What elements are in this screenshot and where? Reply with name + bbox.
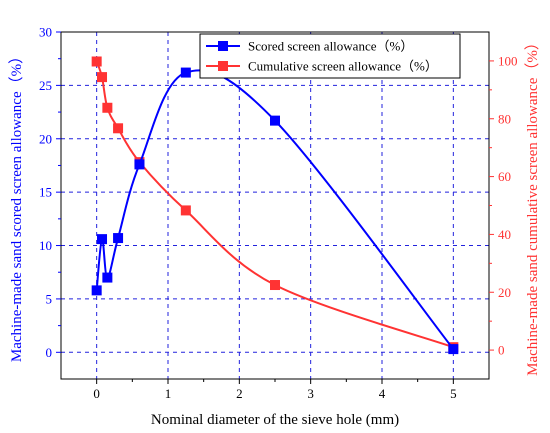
data-point-scored <box>91 285 102 296</box>
x-tick-label: 3 <box>307 386 314 401</box>
y-right-axis-title: Machine-made sand cumulative screen allo… <box>524 35 541 376</box>
x-tick-label: 1 <box>165 386 172 401</box>
data-point-cumulative <box>180 205 191 216</box>
y-left-tick-label: 30 <box>39 25 52 40</box>
y-right-tick-label: 0 <box>498 343 505 358</box>
data-point-cumulative <box>102 102 113 113</box>
y-left-tick-label: 20 <box>39 131 52 146</box>
y-right-tick-label: 60 <box>498 169 511 184</box>
data-point-scored <box>97 234 108 245</box>
axis-ticks: 0 1 2 3 4 5 0 5 10 15 20 25 30 0 20 40 60 80 100 <box>39 25 518 402</box>
y-left-tick-label: 25 <box>39 78 52 93</box>
y-left-tick-label: 5 <box>46 291 53 306</box>
y-left-tick-label: 10 <box>39 238 52 253</box>
y-left-tick-label: 0 <box>46 345 53 360</box>
data-point-cumulative <box>97 72 108 83</box>
data-point-cumulative <box>113 123 124 134</box>
y-right-tick-label: 20 <box>498 285 511 300</box>
grid-lines <box>61 31 489 379</box>
data-point-cumulative <box>270 280 280 291</box>
x-axis-title: Nominal diameter of the sieve hole (mm) <box>151 412 399 428</box>
data-point-cumulative <box>91 56 102 67</box>
data-point-scored <box>134 159 145 170</box>
legend: Scored screen allowance（%） Cumulative sc… <box>199 33 461 79</box>
x-tick-label: 0 <box>93 386 100 401</box>
data-point-scored <box>180 67 191 78</box>
data-point-scored <box>102 272 113 283</box>
series-layer <box>91 56 459 355</box>
legend-box <box>199 33 461 79</box>
legend-label-cumulative: Cumulative screen allowance（%） <box>248 59 438 74</box>
y-left-tick-label: 15 <box>39 185 52 200</box>
legend-marker-scored <box>218 41 228 51</box>
data-point-scored <box>113 233 124 244</box>
y-right-tick-label: 80 <box>498 111 511 126</box>
y-left-axis-title: Machine-made sand scored screen allowanc… <box>8 49 25 362</box>
legend-label-scored: Scored screen allowance（%） <box>248 39 413 54</box>
y-right-tick-label: 40 <box>498 227 511 242</box>
series-line-scored <box>95 69 455 350</box>
series-line-cumulative <box>95 61 454 349</box>
x-tick-label: 5 <box>450 386 457 401</box>
y-right-tick-label: 100 <box>498 53 518 68</box>
legend-marker-cumulative <box>218 61 228 71</box>
x-tick-label: 2 <box>236 386 243 401</box>
plot-frame <box>60 31 490 380</box>
data-point-scored <box>448 344 459 355</box>
x-tick-label: 4 <box>379 386 386 401</box>
data-point-scored <box>270 115 280 126</box>
